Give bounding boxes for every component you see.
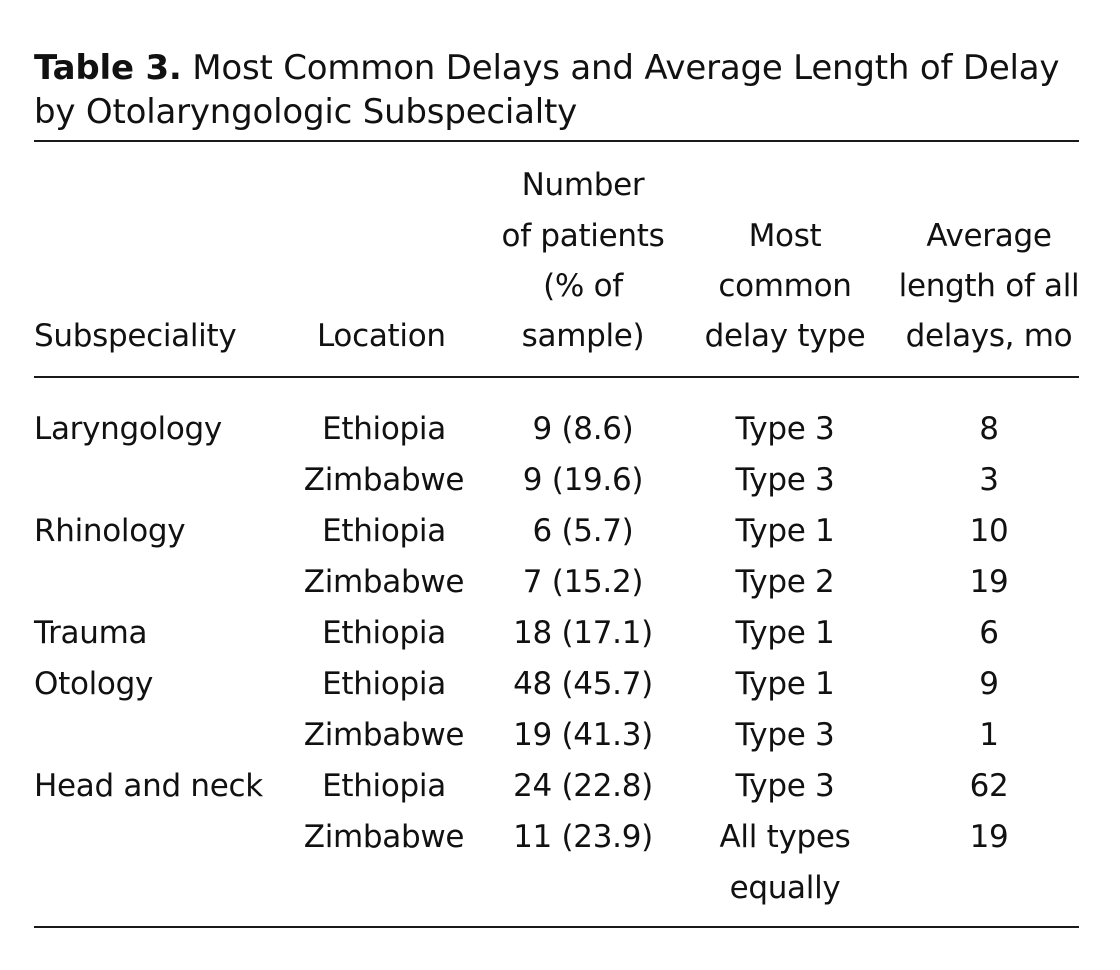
table-cell-location: Zimbabwe bbox=[303, 564, 465, 600]
table-cell-length: 8 bbox=[979, 411, 999, 447]
table-cell-subspeciality: Trauma bbox=[34, 615, 148, 651]
table-cell-location: Ethiopia bbox=[322, 411, 446, 447]
table-cell-subspeciality: Laryngology bbox=[34, 411, 222, 447]
table-cell-delay-type: Type 1 bbox=[735, 666, 835, 702]
header-delay-line-3: delay type bbox=[704, 318, 866, 354]
header-number-line-4: sample) bbox=[521, 318, 645, 354]
table-cell-length: 62 bbox=[969, 768, 1009, 804]
table-caption: Table 3. Most Common Delays and Average … bbox=[34, 46, 1084, 134]
table-cell-number: 9 (8.6) bbox=[532, 411, 634, 447]
table-cell-delay-type: Type 1 bbox=[735, 615, 835, 651]
table-cell-length: 6 bbox=[979, 615, 999, 651]
table-cell-length: 19 bbox=[969, 819, 1009, 855]
table-cell-location: Ethiopia bbox=[322, 768, 446, 804]
table-cell-delay-type: Type 2 bbox=[735, 564, 835, 600]
table-cell-length: 19 bbox=[969, 564, 1009, 600]
table-cell-length: 10 bbox=[969, 513, 1009, 549]
header-length-line-3: delays, mo bbox=[905, 318, 1073, 354]
table-cell-delay-type-line-2: equally bbox=[729, 870, 841, 906]
table-label: Table 3. bbox=[34, 48, 182, 88]
table-cell-delay-type: Type 3 bbox=[735, 768, 835, 804]
table-cell-location: Zimbabwe bbox=[303, 717, 465, 753]
header-number-line-3: (% of bbox=[543, 268, 623, 304]
table-cell-length: 9 bbox=[979, 666, 999, 702]
header-length-line-2: length of all bbox=[898, 268, 1080, 304]
header-rule bbox=[34, 376, 1079, 378]
table-cell-subspeciality: Otology bbox=[34, 666, 154, 702]
bottom-rule bbox=[34, 926, 1079, 928]
header-delay-line-1: Most bbox=[748, 218, 822, 254]
header-number-line-2: of patients bbox=[501, 218, 665, 254]
table-cell-delay-type: Type 1 bbox=[735, 513, 835, 549]
table-cell-number: 48 (45.7) bbox=[513, 666, 653, 702]
table-cell-delay-type: Type 3 bbox=[735, 462, 835, 498]
table-cell-number: 9 (19.6) bbox=[522, 462, 644, 498]
table-title: Most Common Delays and Average Length of… bbox=[34, 48, 1060, 132]
table-cell-subspeciality: Rhinology bbox=[34, 513, 186, 549]
table-cell-location: Zimbabwe bbox=[303, 462, 465, 498]
header-subspeciality: Subspeciality bbox=[34, 318, 237, 354]
header-delay-line-2: common bbox=[718, 268, 852, 304]
table-cell-length: 1 bbox=[979, 717, 999, 753]
table-cell-location: Ethiopia bbox=[322, 666, 446, 702]
table-cell-delay-type-line-1: All types bbox=[719, 819, 851, 855]
table-cell-location: Ethiopia bbox=[322, 513, 446, 549]
header-number-line-1: Number bbox=[521, 167, 645, 203]
top-rule bbox=[34, 140, 1079, 142]
table-cell-number: 18 (17.1) bbox=[513, 615, 653, 651]
table-cell-location: Zimbabwe bbox=[303, 819, 465, 855]
table-cell-location: Ethiopia bbox=[322, 615, 446, 651]
table-cell-number: 7 (15.2) bbox=[522, 564, 644, 600]
table-cell-number: 24 (22.8) bbox=[513, 768, 653, 804]
table-cell-number: 6 (5.7) bbox=[532, 513, 634, 549]
header-location: Location bbox=[317, 318, 446, 354]
table-cell-number: 19 (41.3) bbox=[513, 717, 653, 753]
table-cell-length: 3 bbox=[979, 462, 999, 498]
header-length-line-1: Average bbox=[926, 218, 1052, 254]
table-cell-subspeciality: Head and neck bbox=[34, 768, 263, 804]
table-cell-number: 11 (23.9) bbox=[513, 819, 653, 855]
table-cell-delay-type: Type 3 bbox=[735, 717, 835, 753]
table-cell-delay-type: Type 3 bbox=[735, 411, 835, 447]
